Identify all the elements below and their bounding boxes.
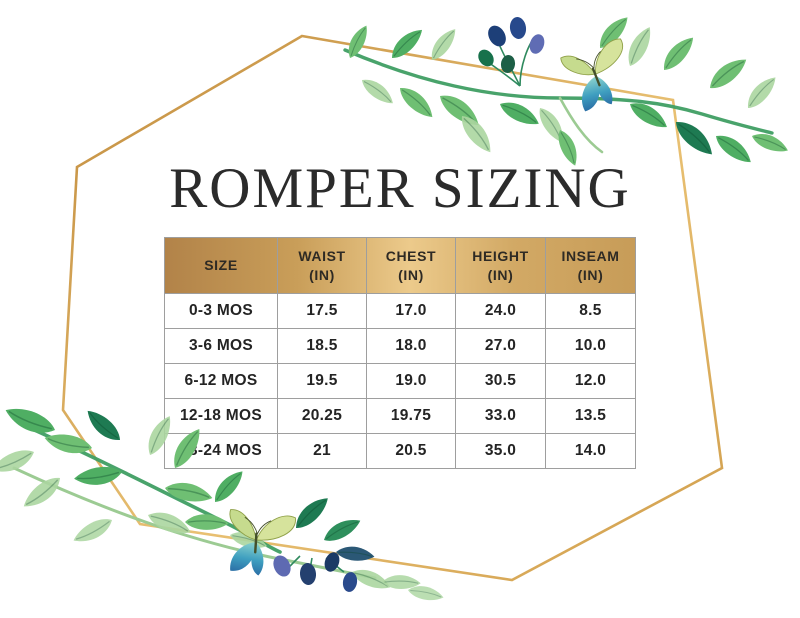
inseam-cell: 12.0 (545, 363, 636, 399)
greenery-vine-top-right (339, 14, 790, 172)
waist-cell: 20.25 (277, 398, 367, 434)
size-cell: 18-24 MOS (164, 433, 278, 469)
size-cell: 12-18 MOS (164, 398, 278, 434)
size-cell: 0-3 MOS (164, 293, 278, 329)
chest-cell: 20.5 (366, 433, 456, 469)
waist-cell: 18.5 (277, 328, 367, 364)
height-cell: 33.0 (455, 398, 546, 434)
inseam-cell: 8.5 (545, 293, 636, 329)
chest-cell: 17.0 (366, 293, 456, 329)
table-row: 6-12 MOS 19.5 19.0 30.5 12.0 (164, 363, 636, 399)
butterfly-icon-top (558, 37, 639, 116)
chest-cell: 18.0 (366, 328, 456, 364)
column-header-inseam: INSEAM (IN) (545, 237, 636, 294)
waist-cell: 19.5 (277, 363, 367, 399)
column-header-size: SIZE (164, 237, 278, 294)
table-row: 18-24 MOS 21 20.5 35.0 14.0 (164, 433, 636, 469)
table-row: 0-3 MOS 17.5 17.0 24.0 8.5 (164, 293, 636, 329)
sizing-table: SIZE WAIST (IN) CHEST (IN) HEIGHT (IN) I… (164, 237, 636, 469)
height-cell: 35.0 (455, 433, 546, 469)
table-header-row: SIZE WAIST (IN) CHEST (IN) HEIGHT (IN) I… (164, 237, 636, 294)
column-header-waist: WAIST (IN) (277, 237, 367, 294)
size-cell: 3-6 MOS (164, 328, 278, 364)
column-header-height: HEIGHT (IN) (455, 237, 546, 294)
blue-berries-bottom (273, 552, 358, 592)
chest-cell: 19.75 (366, 398, 456, 434)
page-title: ROMPER SIZING (169, 157, 631, 220)
table-row: 12-18 MOS 20.25 19.75 33.0 13.5 (164, 398, 636, 434)
chest-cell: 19.0 (366, 363, 456, 399)
height-cell: 30.5 (455, 363, 546, 399)
inseam-cell: 10.0 (545, 328, 636, 364)
height-cell: 27.0 (455, 328, 546, 364)
blue-berries-top (478, 17, 545, 73)
waist-cell: 21 (277, 433, 367, 469)
height-cell: 24.0 (455, 293, 546, 329)
inseam-cell: 13.5 (545, 398, 636, 434)
table-row: 3-6 MOS 18.5 18.0 27.0 10.0 (164, 328, 636, 364)
waist-cell: 17.5 (277, 293, 367, 329)
inseam-cell: 14.0 (545, 433, 636, 469)
butterfly-icon-bottom (218, 504, 298, 582)
column-header-chest: CHEST (IN) (366, 237, 456, 294)
size-cell: 6-12 MOS (164, 363, 278, 399)
